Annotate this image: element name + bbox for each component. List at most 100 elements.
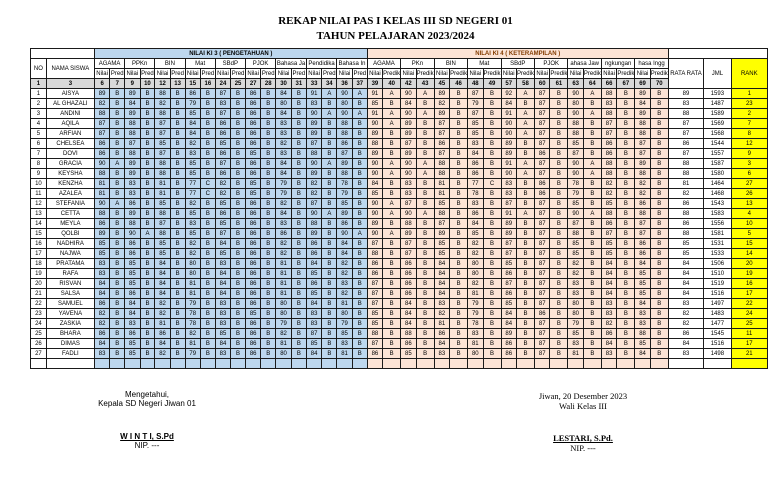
ki3-score-cell: 88	[124, 118, 141, 129]
ki3-pred-cell: B	[109, 348, 126, 359]
ki3-score-cell: 90	[336, 228, 353, 239]
ki4-pred-cell: B	[449, 98, 469, 109]
ki3-score-cell: 85	[154, 198, 171, 209]
ki3-pred-cell: B	[199, 298, 216, 309]
ki4-pred-cell: B	[649, 178, 669, 189]
student-name: RAFA	[45, 268, 95, 279]
ki3-pred-cell: B	[109, 178, 126, 189]
ki3-pred-cell: B	[260, 208, 277, 219]
empty-ki4	[515, 358, 535, 369]
ki4-pred-cell: B	[449, 178, 469, 189]
ki3-score-cell: 90	[124, 228, 141, 239]
ki4-score-cell: 90	[366, 198, 384, 209]
ki3-score-cell: 88	[124, 218, 141, 229]
ki3-pred-cell: B	[199, 168, 216, 179]
ki3-score-cell: 80	[275, 348, 292, 359]
ki4-score-cell: 89	[500, 328, 517, 339]
ki3-score-cell: 87	[154, 218, 171, 229]
ki3-score-cell: 86	[244, 268, 262, 279]
ki3-pred-cell: B	[230, 348, 246, 359]
ki4-pred-cell: B	[382, 288, 402, 299]
rank-cell: 7	[730, 118, 768, 129]
ki4-pred-cell: B	[382, 188, 402, 199]
ki4-score-cell: 87	[634, 228, 651, 239]
ki4-pred-cell: B	[382, 218, 402, 229]
jml-cell: 1557	[703, 148, 732, 159]
ki4-score-cell: 84	[467, 218, 484, 229]
ki3-score-cell: 83	[124, 188, 141, 199]
ki3-score-cell: 86	[244, 108, 262, 119]
ki3-pred-cell: B	[230, 308, 246, 319]
ki4-pred-cell: B	[649, 88, 669, 99]
pred-label-ki4: Predik	[616, 68, 636, 79]
empty-ki4	[616, 358, 636, 369]
ki4-pred-cell: B	[382, 308, 402, 319]
ki4-score-cell: 88	[366, 248, 384, 259]
ki4-score-cell: 89	[400, 228, 417, 239]
ki3-score-cell: 78	[184, 318, 201, 329]
nilai-label-ki4: Nilai	[500, 68, 517, 79]
student-no: 1	[30, 88, 47, 99]
ki3-score-cell: 84	[124, 98, 141, 109]
ki3-pred-cell: B	[230, 188, 246, 199]
empty-ki3	[169, 358, 186, 369]
rank-cell: 10	[730, 218, 768, 229]
ki4-pred-cell: B	[415, 298, 435, 309]
student-name: BHARA	[45, 328, 95, 339]
ki4-pred-cell: B	[649, 148, 669, 159]
ki4-pred-cell: B	[616, 198, 636, 209]
ki3-score-cell: 82	[154, 348, 171, 359]
ki4-score-cell: 83	[467, 198, 484, 209]
ki4-score-cell: 85	[433, 198, 451, 209]
ki3-pred-cell: B	[169, 328, 186, 339]
ki4-pred-cell: B	[482, 278, 502, 289]
colnum-ki3: 34	[321, 78, 338, 89]
rank-cell: 27	[730, 178, 768, 189]
ki4-pred-cell: B	[482, 218, 502, 229]
ki4-pred-cell: B	[382, 238, 402, 249]
ki3-pred-cell: B	[351, 338, 368, 349]
ki3-pred-cell: B	[290, 208, 307, 219]
ki4-score-cell: 87	[634, 148, 651, 159]
ki4-pred-cell: A	[582, 158, 602, 169]
pred-label-ki4: Predik	[415, 68, 435, 79]
ki3-pred-cell: B	[199, 128, 216, 139]
footer-left-signature: W I N T I, S.Pd NIP. ---	[57, 432, 237, 450]
rata-cell: 88	[667, 108, 705, 119]
ki3-score-cell: 86	[124, 288, 141, 299]
ki3-pred-cell: B	[199, 248, 216, 259]
ki3-score-cell: 79	[184, 348, 201, 359]
ki4-score-cell: 86	[366, 348, 384, 359]
ki3-pred-cell: B	[230, 228, 246, 239]
ki3-pred-cell: B	[230, 278, 246, 289]
rank-cell: 26	[730, 188, 768, 199]
ki4-score-cell: 87	[400, 198, 417, 209]
student-no: 9	[30, 168, 47, 179]
ki4-score-cell: 87	[500, 248, 517, 259]
ki3-pred-cell: B	[230, 328, 246, 339]
ki4-pred-cell: A	[582, 168, 602, 179]
colnum-ki4: 67	[616, 78, 636, 89]
pred-label-ki4: Predik	[382, 68, 402, 79]
ki4-score-cell: 85	[366, 318, 384, 329]
ki3-pred-cell: B	[199, 108, 216, 119]
ki4-score-cell: 87	[533, 168, 551, 179]
empty-ki4	[467, 358, 484, 369]
ki3-pred-cell: B	[321, 298, 338, 309]
ki4-score-cell: 79	[467, 98, 484, 109]
ki4-score-cell: 84	[634, 258, 651, 269]
colnum-ki3: 28	[260, 78, 277, 89]
jml-cell: 1510	[703, 268, 732, 279]
empty-ki3	[93, 358, 111, 369]
ki4-score-cell: 87	[600, 118, 618, 129]
jml-cell: 1589	[703, 108, 732, 119]
ki4-pred-cell: A	[415, 168, 435, 179]
colnum-ki3: 10	[139, 78, 156, 89]
rank-cell: 14	[730, 248, 768, 259]
ki4-pred-cell: B	[415, 238, 435, 249]
ki3-score-cell: 79	[336, 188, 353, 199]
student-row: 8 GRACIA 90 A 89 B 88 B 85 B 87 B 86 B 84 B 90 A 89 B 90 A 90 A…	[30, 158, 768, 169]
ki4-pred-cell: B	[582, 348, 602, 359]
ki3-pred-cell: B	[139, 178, 156, 189]
ki3-score-cell: 82	[305, 188, 323, 199]
